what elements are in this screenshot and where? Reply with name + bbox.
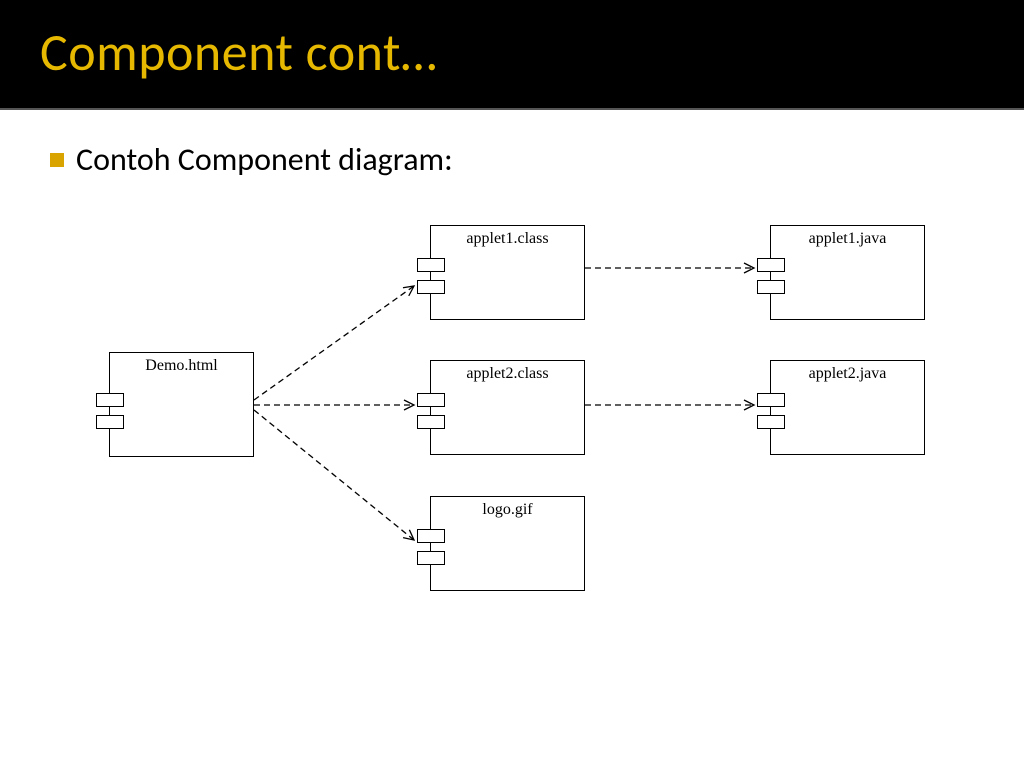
component-lug-icon [757, 258, 785, 272]
component-lug-icon [757, 415, 785, 429]
component-lug-icon [417, 393, 445, 407]
component-lug-icon [417, 529, 445, 543]
dependency-edge [254, 410, 414, 540]
dependency-edge [254, 286, 414, 400]
component-a2java: applet2.java [770, 360, 925, 455]
slide-body: Contoh Component diagram: [0, 110, 1024, 227]
bullet-item: Contoh Component diagram: [50, 140, 974, 179]
slide-title: Component cont… [40, 20, 984, 84]
component-lug-icon [96, 415, 124, 429]
component-lug-icon [757, 280, 785, 294]
component-a1java: applet1.java [770, 225, 925, 320]
slide: Component cont… Contoh Component diagram… [0, 0, 1024, 768]
component-label: applet2.java [771, 365, 924, 383]
component-label: applet2.class [431, 365, 584, 383]
component-label: Demo.html [110, 357, 253, 375]
component-lug-icon [417, 258, 445, 272]
component-lug-icon [417, 415, 445, 429]
component-a2class: applet2.class [430, 360, 585, 455]
component-demo: Demo.html [109, 352, 254, 457]
component-lug-icon [417, 280, 445, 294]
component-label: logo.gif [431, 501, 584, 519]
component-a1class: applet1.class [430, 225, 585, 320]
component-logo: logo.gif [430, 496, 585, 591]
component-label: applet1.class [431, 230, 584, 248]
bullet-text: Contoh Component diagram: [76, 140, 453, 179]
bullet-icon [50, 153, 64, 167]
title-bar: Component cont… [0, 0, 1024, 110]
component-lug-icon [96, 393, 124, 407]
component-lug-icon [757, 393, 785, 407]
component-label: applet1.java [771, 230, 924, 248]
component-lug-icon [417, 551, 445, 565]
